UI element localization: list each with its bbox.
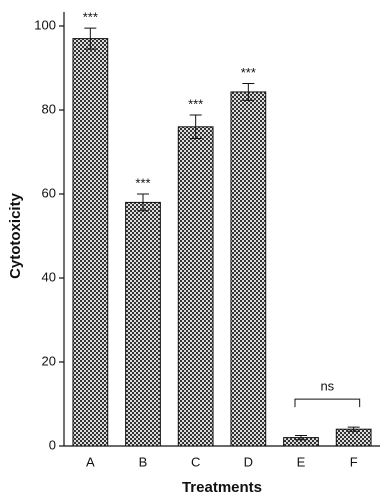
significance-label: *** xyxy=(188,96,203,111)
bar xyxy=(72,38,109,447)
x-tick-label: E xyxy=(297,454,306,469)
bracket xyxy=(294,398,361,408)
x-tick-label: F xyxy=(350,454,358,469)
y-axis-label: Cytotoxicity xyxy=(7,192,24,279)
significance-label: *** xyxy=(83,10,98,25)
x-tick-label: A xyxy=(86,454,95,469)
bar xyxy=(125,201,161,447)
y-tick-label: 60 xyxy=(42,185,56,200)
x-tick-label: B xyxy=(139,454,148,469)
significance-label: *** xyxy=(135,175,150,190)
bar xyxy=(177,126,214,447)
x-axis-label: Treatments xyxy=(182,479,262,496)
significance-label: *** xyxy=(241,65,256,80)
error-bar xyxy=(137,193,149,212)
y-tick-label: 80 xyxy=(42,101,56,116)
y-tick-label: 0 xyxy=(49,437,56,452)
error-bar xyxy=(189,114,202,140)
y-tick-label: 100 xyxy=(34,17,56,32)
x-tick-label: C xyxy=(191,454,200,469)
error-bar xyxy=(242,83,255,101)
x-tick-label: D xyxy=(244,454,253,469)
bar xyxy=(230,91,267,447)
error-bar xyxy=(347,426,360,432)
bracket-label: ns xyxy=(320,379,334,394)
error-bar xyxy=(84,27,97,50)
error-bar xyxy=(295,435,307,441)
y-tick-label: 40 xyxy=(42,269,56,284)
y-tick-label: 20 xyxy=(42,353,56,368)
